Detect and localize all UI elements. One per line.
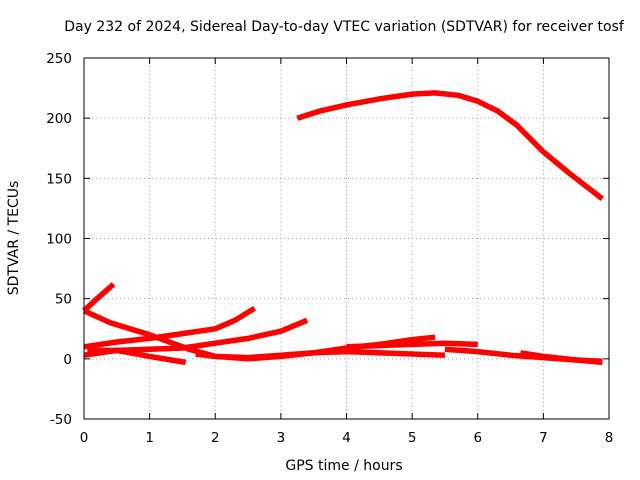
x-tick-label: 4	[342, 430, 351, 446]
series-line-arc-2	[82, 282, 116, 313]
series-line-arc-8	[346, 340, 478, 350]
x-tick-label: 1	[145, 430, 154, 446]
y-tick-label: 200	[46, 111, 72, 127]
grid-lines	[84, 58, 609, 419]
series-line-arc-6	[83, 347, 187, 366]
series-line-arc-10	[519, 350, 603, 366]
series-group	[82, 90, 605, 366]
x-axis-label: GPS time / hours	[285, 458, 402, 474]
y-axis-label: SDTVAR / TECUs	[6, 181, 22, 296]
y-tick-label: 0	[63, 352, 72, 368]
y-tick-labels: -50 0 50 100 150 200 250	[46, 51, 72, 428]
x-tick-label: 5	[408, 430, 417, 446]
tick-marks	[83, 57, 610, 420]
x-tick-label: 6	[473, 430, 482, 446]
x-tick-label: 8	[605, 430, 614, 446]
x-tick-label: 7	[539, 430, 548, 446]
x-tick-label: 2	[211, 430, 220, 446]
x-tick-label: 0	[80, 430, 89, 446]
series-line-arc-1	[296, 90, 605, 201]
y-tick-label: 250	[46, 51, 72, 67]
y-tick-label: -50	[50, 412, 72, 428]
x-tick-label: 3	[277, 430, 286, 446]
y-tick-label: 150	[46, 171, 72, 187]
series-line-arc-4	[83, 305, 257, 350]
y-tick-label: 50	[55, 292, 72, 308]
y-tick-label: 100	[46, 232, 72, 248]
x-tick-labels: 0 1 2 3 4 5 6 7 8	[80, 430, 614, 446]
chart-title: Day 232 of 2024, Sidereal Day-to-day VTE…	[64, 19, 625, 35]
series-line-arc-7	[195, 334, 436, 362]
